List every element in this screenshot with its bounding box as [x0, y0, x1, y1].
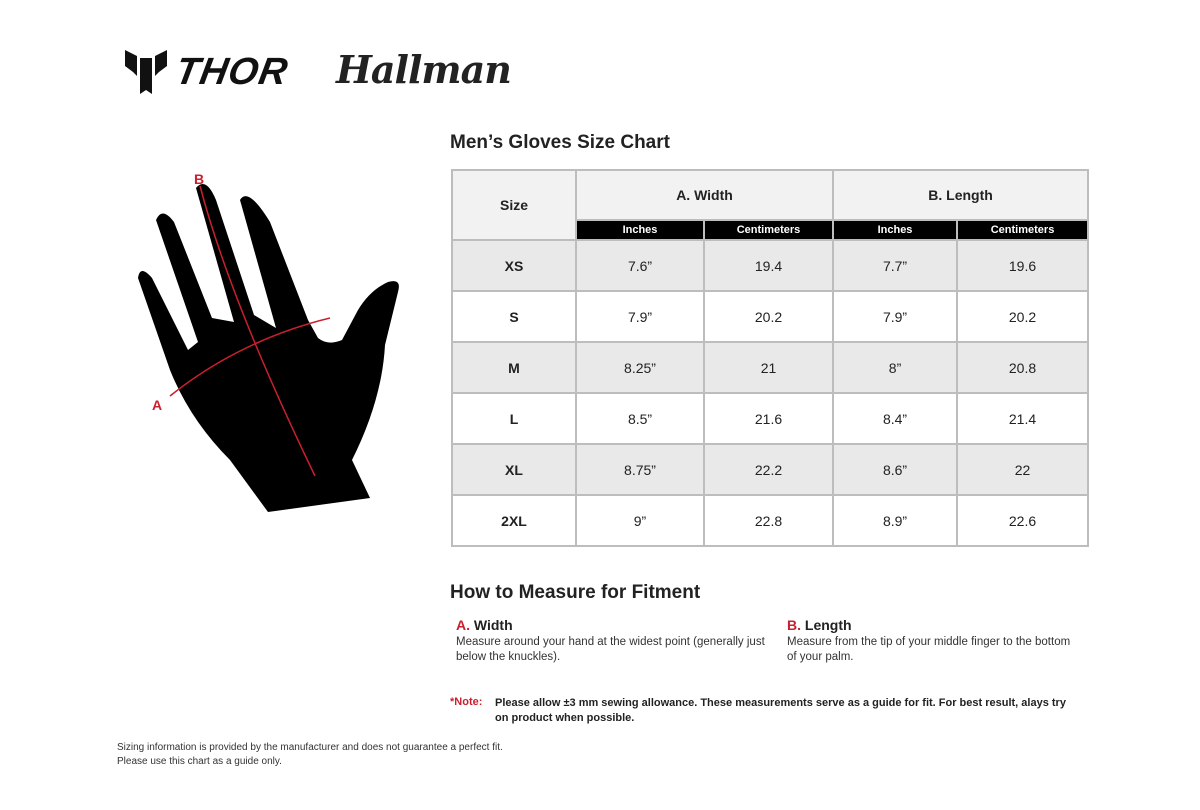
length-inches-cell: 7.7” — [832, 239, 959, 292]
disclaimer: Sizing information is provided by the ma… — [117, 741, 503, 769]
width-cm-cell: 22.8 — [702, 494, 835, 547]
label-a: A — [152, 397, 162, 413]
table-row: 2XL 9” 22.8 8.9” 22.6 — [451, 494, 1090, 547]
table-row: S 7.9” 20.2 7.9” 20.2 — [451, 290, 1090, 343]
length-inches-cell: 7.9” — [832, 290, 959, 343]
size-cell: XS — [451, 239, 577, 292]
size-cell: S — [451, 290, 577, 343]
disclaimer-line: Sizing information is provided by the ma… — [117, 742, 503, 753]
width-header: A. Width — [574, 169, 835, 221]
length-arrow — [199, 185, 316, 477]
length-inches-cell: 8.4” — [832, 392, 959, 445]
width-inches-cell: 9” — [575, 494, 705, 547]
glove-diagram: B A — [138, 171, 399, 512]
width-arrow — [169, 317, 331, 397]
length-cm-cell: 20.2 — [956, 290, 1090, 343]
table-row: XS 7.6” 19.4 7.7” 19.6 — [451, 239, 1090, 292]
width-inches-header: Inches — [575, 219, 705, 241]
length-instruction: B. Length Measure from the tip of your m… — [787, 617, 1082, 665]
size-cell: 2XL — [451, 494, 577, 547]
size-cell: L — [451, 392, 577, 445]
width-inches-cell: 8.25” — [575, 341, 705, 394]
length-cm-cell: 22 — [956, 443, 1090, 496]
width-cm-cell: 21.6 — [702, 392, 835, 445]
length-inches-cell: 8.6” — [832, 443, 959, 496]
size-table: Size A. Width B. Length Inches Centimete… — [451, 169, 1090, 547]
width-letter: A. — [456, 617, 470, 633]
length-cm-header: Centimeters — [956, 219, 1090, 241]
width-inches-cell: 8.75” — [575, 443, 705, 496]
width-inches-cell: 7.6” — [575, 239, 705, 292]
length-text: Measure from the tip of your middle fing… — [787, 636, 1071, 663]
length-inches-cell: 8” — [832, 341, 959, 394]
width-label: Width — [473, 617, 513, 633]
length-inches-cell: 8.9” — [832, 494, 959, 547]
width-instruction: A. Width Measure around your hand at the… — [456, 617, 766, 665]
size-cell: XL — [451, 443, 577, 496]
length-label: Length — [804, 617, 852, 633]
length-cm-cell: 22.6 — [956, 494, 1090, 547]
width-cm-header: Centimeters — [702, 219, 835, 241]
width-cm-cell: 19.4 — [702, 239, 835, 292]
table-row: L 8.5” 21.6 8.4” 21.4 — [451, 392, 1090, 445]
chart-title: Men’s Gloves Size Chart — [450, 132, 670, 153]
length-header: B. Length — [832, 169, 1090, 221]
glove-silhouette — [138, 184, 399, 512]
disclaimer-line: Please use this chart as a guide only. — [117, 756, 282, 767]
size-header: Size — [451, 169, 577, 241]
width-cm-cell: 21 — [702, 341, 835, 394]
length-cm-cell: 20.8 — [956, 341, 1090, 394]
hallman-logo: Hallman — [336, 47, 512, 92]
thor-logo: THOR — [172, 51, 292, 93]
width-inches-cell: 8.5” — [575, 392, 705, 445]
size-cell: M — [451, 341, 577, 394]
length-cm-cell: 19.6 — [956, 239, 1090, 292]
length-letter: B. — [787, 617, 801, 633]
label-b: B — [194, 171, 204, 187]
table-row: XL 8.75” 22.2 8.6” 22 — [451, 443, 1090, 496]
how-to-title: How to Measure for Fitment — [450, 582, 701, 603]
thor-logo-icon — [125, 50, 167, 94]
width-inches-cell: 7.9” — [575, 290, 705, 343]
width-cm-cell: 22.2 — [702, 443, 835, 496]
length-inches-header: Inches — [832, 219, 959, 241]
table-row: M 8.25” 21 8” 20.8 — [451, 341, 1090, 394]
length-cm-cell: 21.4 — [956, 392, 1090, 445]
width-cm-cell: 20.2 — [702, 290, 835, 343]
width-text: Measure around your hand at the widest p… — [456, 636, 765, 663]
note-text: Please allow ±3 mm sewing allowance. The… — [495, 697, 1066, 724]
note-label: *Note: — [450, 696, 483, 708]
